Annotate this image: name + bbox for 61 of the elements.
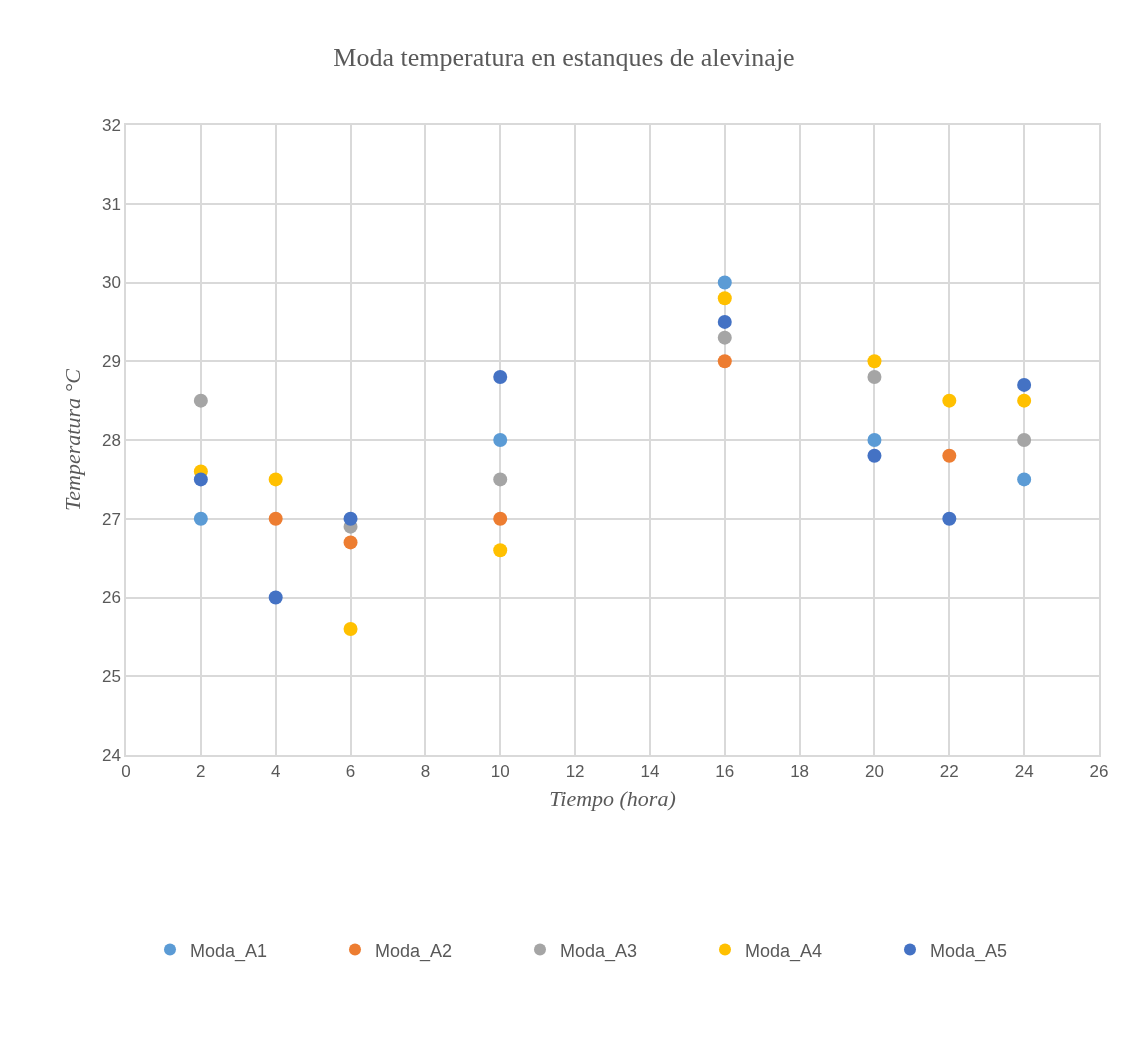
point	[942, 393, 957, 408]
legend-label: Moda_A2	[375, 940, 453, 962]
point	[493, 370, 508, 384]
point	[717, 275, 732, 290]
y-tick-label: 31	[101, 194, 121, 214]
point	[867, 433, 882, 447]
point	[1017, 377, 1032, 392]
y-tick-label: 32	[101, 115, 121, 135]
point	[493, 472, 508, 487]
point	[493, 543, 508, 558]
x-tick-label: 20	[865, 762, 884, 782]
x-tick-label: 14	[640, 762, 660, 782]
point	[717, 330, 732, 345]
x-axis-title: Tiempo (hora)	[549, 785, 676, 811]
x-tick-label: 18	[790, 762, 810, 782]
y-tick-label: 26	[101, 588, 121, 608]
point	[193, 511, 208, 526]
point	[717, 354, 732, 369]
point	[193, 393, 208, 408]
chart-title: Moda temperatura en estanques de alevinaje	[333, 42, 795, 72]
x-tick-label: 2	[196, 762, 206, 782]
point	[268, 511, 283, 526]
point	[942, 448, 957, 463]
x-tick-label: 24	[1014, 762, 1034, 782]
x-tick-label: 0	[121, 762, 131, 782]
point	[493, 433, 508, 447]
point	[193, 472, 208, 487]
point	[268, 590, 283, 605]
y-tick-label: 29	[101, 352, 121, 372]
point	[867, 370, 882, 384]
legend-label: Moda_A1	[190, 940, 268, 962]
y-tick-label: 24	[101, 745, 121, 765]
point	[1017, 472, 1032, 487]
y-tick-label: 25	[101, 667, 121, 687]
x-tick-label: 6	[345, 762, 356, 782]
y-tick-label: 27	[101, 509, 121, 529]
y-axis-title: Temperatura °C	[60, 368, 86, 511]
y-tick-label: 28	[101, 430, 121, 450]
point	[1017, 433, 1032, 447]
point	[717, 314, 732, 329]
point	[343, 511, 358, 526]
x-tick-label: 10	[490, 762, 510, 782]
y-tick-label: 30	[101, 273, 121, 293]
point	[343, 622, 358, 636]
point	[1017, 393, 1032, 408]
x-tick-label: 16	[715, 762, 735, 782]
point	[493, 511, 508, 526]
x-tick-label: 12	[565, 762, 585, 782]
legend-label: Moda_A3	[560, 940, 638, 962]
point	[942, 511, 957, 526]
point	[717, 291, 732, 306]
point	[867, 354, 882, 369]
point	[343, 535, 358, 550]
x-tick-label: 22	[939, 762, 959, 782]
legend-label: Moda_A5	[930, 940, 1008, 962]
x-tick-label: 8	[420, 762, 431, 782]
legend-label: Moda_A4	[745, 940, 823, 962]
point	[268, 472, 283, 487]
x-tick-label: 4	[270, 762, 281, 782]
x-tick-label: 26	[1089, 762, 1109, 782]
point	[867, 448, 882, 463]
